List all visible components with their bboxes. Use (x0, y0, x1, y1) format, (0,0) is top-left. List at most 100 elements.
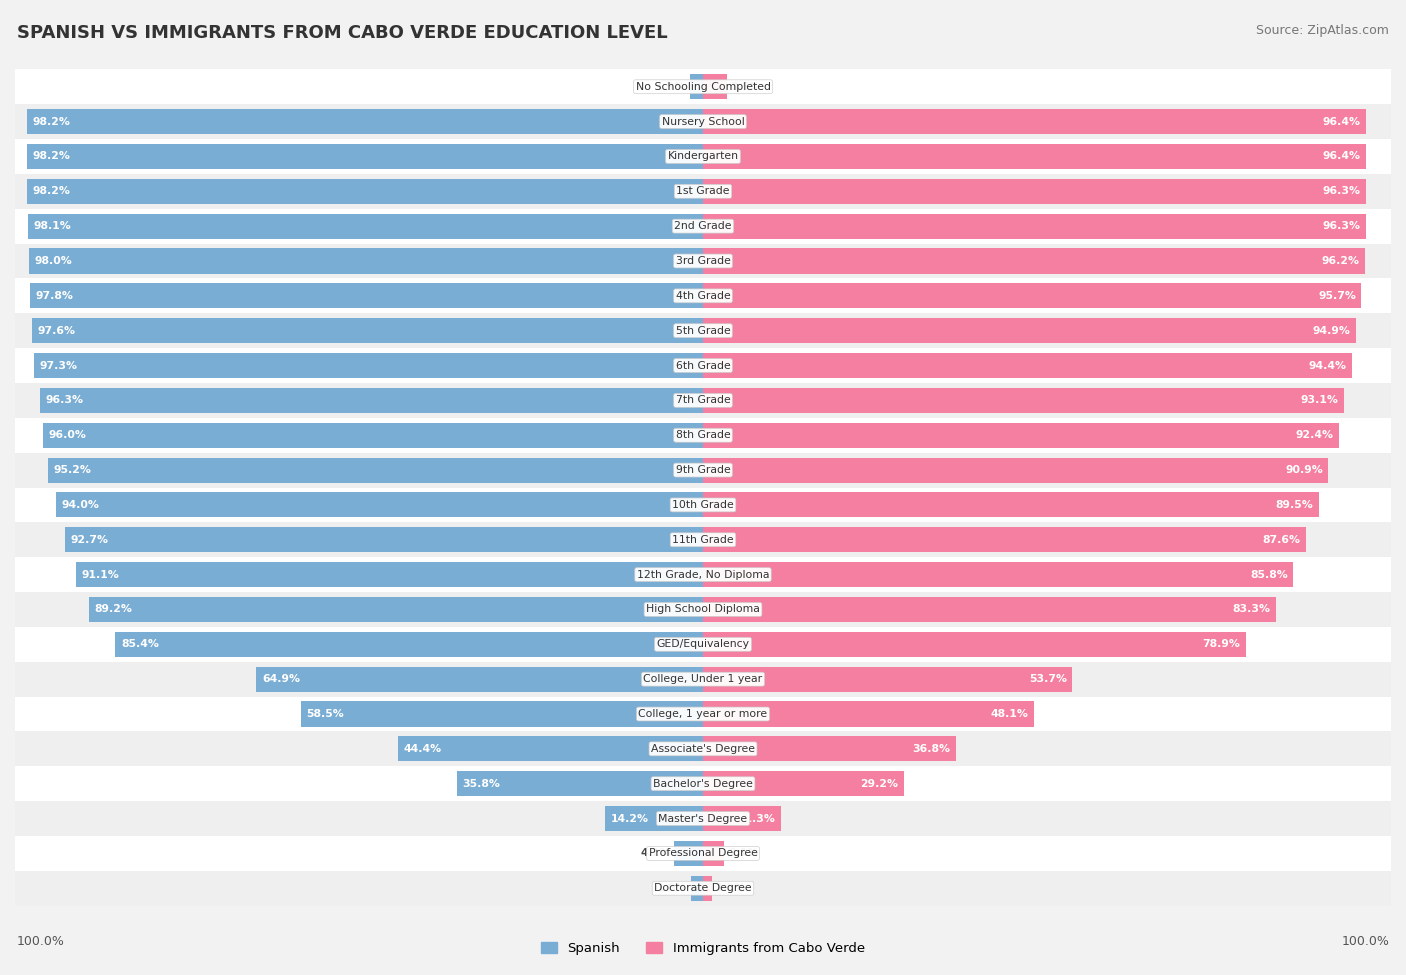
Text: 89.2%: 89.2% (94, 604, 132, 614)
Text: 97.3%: 97.3% (39, 361, 77, 370)
Text: Associate's Degree: Associate's Degree (651, 744, 755, 754)
Bar (673, 840, 703, 866)
Bar (703, 284, 1361, 308)
Text: 85.4%: 85.4% (121, 640, 159, 649)
Bar (15, 418, 1391, 452)
Text: 96.3%: 96.3% (1322, 186, 1360, 196)
Text: 5th Grade: 5th Grade (676, 326, 730, 335)
Text: 97.6%: 97.6% (37, 326, 75, 335)
Bar (15, 557, 1391, 592)
Bar (398, 736, 703, 761)
Text: 92.7%: 92.7% (70, 534, 108, 545)
Text: 29.2%: 29.2% (860, 779, 898, 789)
Bar (15, 313, 1391, 348)
Text: 36.8%: 36.8% (912, 744, 950, 754)
Bar (27, 144, 703, 169)
Text: 94.4%: 94.4% (1309, 361, 1347, 370)
Text: 8th Grade: 8th Grade (676, 430, 730, 441)
Text: 91.1%: 91.1% (82, 569, 120, 579)
Bar (703, 457, 1329, 483)
Bar (31, 318, 703, 343)
Text: 3.1%: 3.1% (728, 848, 758, 858)
Text: 96.0%: 96.0% (48, 430, 86, 441)
Bar (90, 597, 703, 622)
Text: 4th Grade: 4th Grade (676, 291, 730, 301)
Bar (703, 701, 1033, 726)
Text: 7th Grade: 7th Grade (676, 396, 730, 406)
Bar (703, 562, 1294, 587)
Bar (15, 69, 1391, 104)
Bar (703, 736, 956, 761)
Bar (15, 836, 1391, 871)
Text: 97.8%: 97.8% (35, 291, 73, 301)
Bar (703, 597, 1277, 622)
Bar (15, 488, 1391, 523)
Text: 96.3%: 96.3% (46, 396, 84, 406)
Bar (28, 249, 703, 274)
Text: 100.0%: 100.0% (17, 935, 65, 948)
Bar (15, 209, 1391, 244)
Text: 96.2%: 96.2% (1322, 256, 1360, 266)
Bar (42, 423, 703, 448)
Bar (27, 109, 703, 135)
Bar (56, 492, 703, 518)
Text: 53.7%: 53.7% (1029, 674, 1067, 684)
Bar (15, 592, 1391, 627)
Bar (703, 388, 1344, 413)
Bar (703, 109, 1367, 135)
Bar (15, 348, 1391, 383)
Bar (15, 523, 1391, 557)
Bar (27, 178, 703, 204)
Bar (15, 871, 1391, 906)
Text: 35.8%: 35.8% (463, 779, 501, 789)
Bar (15, 244, 1391, 279)
Text: 98.2%: 98.2% (32, 186, 70, 196)
Bar (703, 527, 1306, 552)
Text: 100.0%: 100.0% (1341, 935, 1389, 948)
Bar (15, 627, 1391, 662)
Bar (15, 452, 1391, 488)
Text: 1.8%: 1.8% (657, 883, 688, 893)
Text: 95.2%: 95.2% (53, 465, 91, 475)
Bar (703, 74, 727, 99)
Bar (76, 562, 703, 587)
Bar (703, 876, 711, 901)
Bar (703, 178, 1365, 204)
Text: 96.4%: 96.4% (1323, 117, 1361, 127)
Bar (15, 174, 1391, 209)
Text: 14.2%: 14.2% (610, 813, 648, 824)
Text: College, Under 1 year: College, Under 1 year (644, 674, 762, 684)
Bar (15, 383, 1391, 418)
Text: College, 1 year or more: College, 1 year or more (638, 709, 768, 719)
Bar (15, 104, 1391, 139)
Bar (703, 318, 1355, 343)
Text: 93.1%: 93.1% (1301, 396, 1339, 406)
Text: SPANISH VS IMMIGRANTS FROM CABO VERDE EDUCATION LEVEL: SPANISH VS IMMIGRANTS FROM CABO VERDE ED… (17, 24, 668, 42)
Text: 3.5%: 3.5% (731, 82, 761, 92)
Text: Nursery School: Nursery School (662, 117, 744, 127)
Text: 1.9%: 1.9% (657, 82, 686, 92)
Text: 94.0%: 94.0% (62, 500, 100, 510)
Text: 92.4%: 92.4% (1295, 430, 1333, 441)
Bar (703, 840, 724, 866)
Text: 98.2%: 98.2% (32, 151, 70, 162)
Text: 6th Grade: 6th Grade (676, 361, 730, 370)
Bar (15, 696, 1391, 731)
Text: 64.9%: 64.9% (262, 674, 299, 684)
Text: 58.5%: 58.5% (307, 709, 344, 719)
Text: 11th Grade: 11th Grade (672, 534, 734, 545)
Text: 1st Grade: 1st Grade (676, 186, 730, 196)
Text: 3rd Grade: 3rd Grade (675, 256, 731, 266)
Text: 11.3%: 11.3% (737, 813, 775, 824)
Text: Professional Degree: Professional Degree (648, 848, 758, 858)
Bar (15, 662, 1391, 696)
Text: 94.9%: 94.9% (1313, 326, 1350, 335)
Bar (48, 457, 703, 483)
Bar (606, 806, 703, 831)
Bar (703, 144, 1367, 169)
Bar (703, 667, 1073, 691)
Text: Source: ZipAtlas.com: Source: ZipAtlas.com (1256, 24, 1389, 37)
Text: 10th Grade: 10th Grade (672, 500, 734, 510)
Text: Bachelor's Degree: Bachelor's Degree (652, 779, 754, 789)
Text: Doctorate Degree: Doctorate Degree (654, 883, 752, 893)
